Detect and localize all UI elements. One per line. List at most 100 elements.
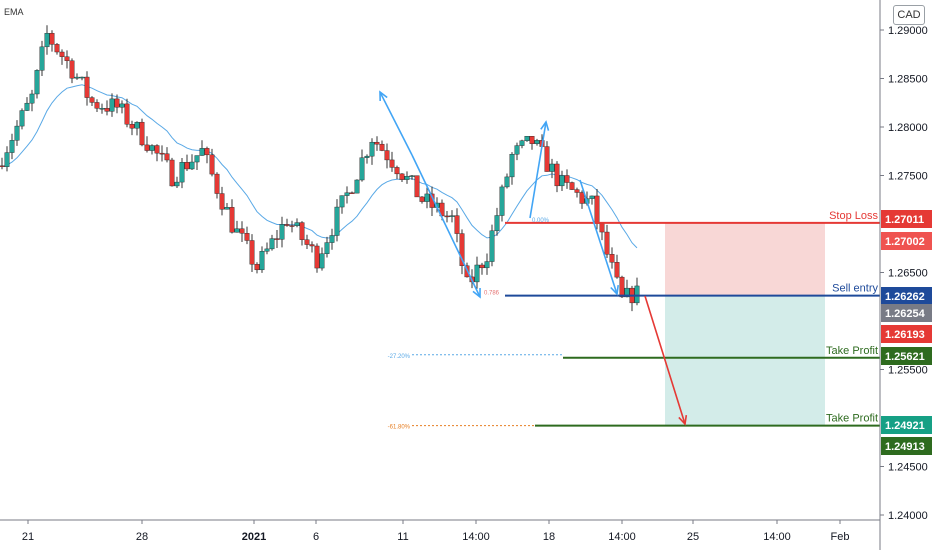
indicator-label: EMA bbox=[4, 7, 24, 17]
price-label-box[interactable] bbox=[881, 437, 932, 455]
pattern-arrows bbox=[379, 90, 688, 426]
price-label-box[interactable] bbox=[881, 232, 932, 250]
candle-body bbox=[309, 244, 315, 247]
price-label-box[interactable] bbox=[881, 347, 932, 365]
candle-body bbox=[524, 136, 530, 141]
candle-body bbox=[34, 70, 40, 95]
candle-body bbox=[154, 145, 160, 154]
candle-body bbox=[219, 193, 225, 210]
candle-body bbox=[139, 121, 145, 146]
candle-body bbox=[534, 140, 540, 144]
candle-body bbox=[594, 195, 600, 224]
candle-body bbox=[414, 175, 420, 198]
price-label-box[interactable] bbox=[881, 210, 932, 228]
candle-body bbox=[544, 146, 550, 172]
candle-body bbox=[44, 32, 50, 48]
candle-body bbox=[279, 224, 285, 240]
candle-body bbox=[159, 152, 165, 155]
candle-body bbox=[4, 152, 10, 167]
ema-line bbox=[1, 84, 638, 249]
candle-body bbox=[569, 182, 575, 190]
candle-body bbox=[254, 264, 260, 271]
arrow-down-1[interactable] bbox=[411, 154, 481, 298]
arrow-up-2-head bbox=[540, 120, 550, 131]
arrow-down-2[interactable] bbox=[579, 179, 618, 295]
x-tick-label: Feb bbox=[831, 531, 850, 543]
candle-body bbox=[239, 228, 245, 234]
candle-body bbox=[344, 192, 350, 196]
candle-body bbox=[529, 136, 535, 144]
candle-body bbox=[489, 230, 495, 262]
candle-body bbox=[379, 143, 385, 151]
candle-body bbox=[209, 154, 215, 175]
candle-body bbox=[504, 176, 510, 188]
candle-body bbox=[169, 159, 175, 187]
level-label-3: Take Profit bbox=[826, 345, 878, 357]
candle-body bbox=[619, 276, 625, 298]
y-tick-label: 1.26500 bbox=[888, 268, 928, 280]
x-tick-label: 25 bbox=[687, 531, 699, 543]
candle-body bbox=[319, 253, 325, 269]
arrow-down-1-head bbox=[472, 287, 481, 299]
candle-body bbox=[274, 238, 280, 240]
level-label-2: Sell entry bbox=[832, 283, 878, 295]
price-label-text: 1.24913 bbox=[885, 441, 925, 453]
arrow-down-2-head bbox=[610, 284, 620, 296]
candle-body bbox=[89, 97, 95, 103]
candle-body bbox=[444, 215, 450, 218]
candle-body bbox=[144, 144, 150, 151]
candle-body bbox=[259, 251, 265, 271]
candle-body bbox=[294, 222, 300, 226]
candle-body bbox=[19, 110, 25, 127]
candle-body bbox=[609, 254, 615, 263]
price-label-box[interactable] bbox=[881, 416, 932, 434]
price-label-box[interactable] bbox=[881, 304, 932, 322]
candle-body bbox=[369, 141, 375, 157]
candle-body bbox=[249, 240, 255, 265]
fib-label: 0.00% bbox=[532, 218, 550, 224]
candle-body bbox=[49, 32, 55, 45]
candle-body bbox=[334, 206, 340, 236]
candle-body bbox=[494, 215, 500, 232]
candle-body bbox=[229, 207, 235, 233]
trade-levels: Stop Loss Sell entry Take Profit Take Profi… bbox=[388, 210, 880, 431]
candle-body bbox=[389, 159, 395, 168]
candle-body bbox=[179, 162, 185, 183]
candle-body bbox=[69, 60, 75, 79]
x-tick-label: 18 bbox=[543, 531, 555, 543]
arrow-up-2[interactable] bbox=[529, 121, 547, 219]
level-label-4: Take Profit bbox=[826, 413, 878, 425]
candle-body bbox=[349, 192, 355, 194]
ema-line-group bbox=[1, 84, 638, 249]
candle-body bbox=[184, 162, 190, 170]
arrow-up-left[interactable] bbox=[379, 91, 413, 156]
x-tick-label: 21 bbox=[22, 531, 34, 543]
price-label-box[interactable] bbox=[881, 325, 932, 343]
candle-body bbox=[194, 155, 200, 163]
candle-body bbox=[129, 124, 135, 129]
y-tick-label: 1.24500 bbox=[888, 462, 928, 474]
fib-label: -61.80% bbox=[388, 425, 411, 431]
candle-body bbox=[404, 176, 410, 180]
price-label-box[interactable] bbox=[881, 287, 932, 305]
candle-body bbox=[99, 108, 105, 110]
candle-body bbox=[214, 173, 220, 194]
candle-body bbox=[394, 167, 400, 175]
candle-body bbox=[509, 153, 515, 178]
projection-arrow[interactable] bbox=[644, 295, 686, 425]
currency-badge[interactable]: CAD bbox=[893, 5, 925, 25]
x-tick-label: 2021 bbox=[242, 531, 266, 543]
candle-body bbox=[519, 140, 525, 146]
y-tick-label: 1.29000 bbox=[888, 25, 928, 37]
price-label-text: 1.26262 bbox=[885, 291, 925, 303]
candle-body bbox=[359, 157, 365, 181]
candle-body bbox=[269, 238, 275, 250]
candle-body bbox=[324, 242, 330, 254]
x-tick-label: 28 bbox=[136, 531, 148, 543]
x-tick-label: 14:00 bbox=[763, 531, 791, 543]
candle-body bbox=[174, 181, 180, 187]
candle-body bbox=[384, 150, 390, 161]
risk-zone bbox=[665, 222, 825, 296]
